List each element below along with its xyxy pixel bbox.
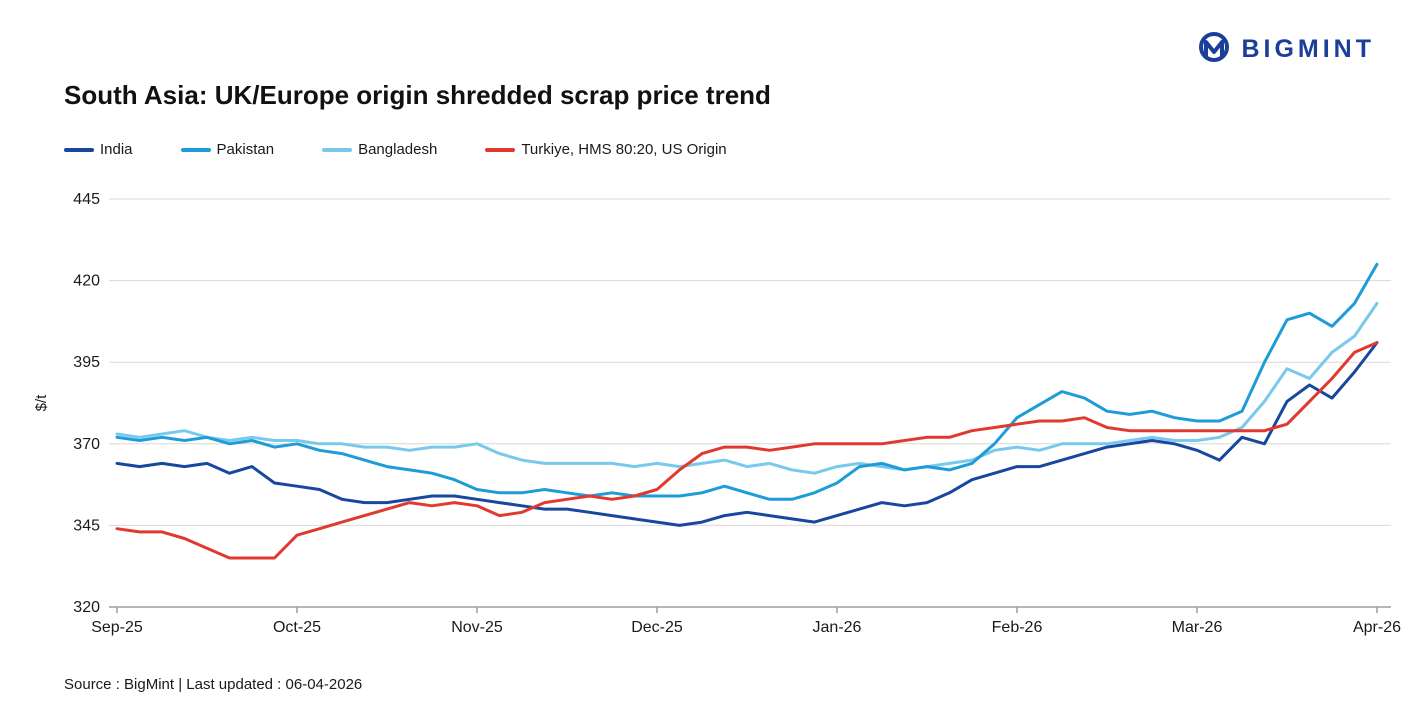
series-line-turkiye-hms-us-origin <box>115 341 1379 560</box>
x-tick-label: Feb-26 <box>992 619 1043 636</box>
legend-item-india: India <box>64 141 133 158</box>
source-note: Source : BigMint | Last updated : 06-04-… <box>64 676 363 693</box>
legend-item-bangladesh: Bangladesh <box>322 141 437 158</box>
series-line-pakistan <box>115 262 1379 501</box>
legend-label-turkiye: Turkiye, HMS 80:20, US Origin <box>521 141 727 158</box>
legend-label-pakistan: Pakistan <box>216 141 275 158</box>
x-tick-label: Mar-26 <box>1172 619 1223 636</box>
legend-swatch-turkiye <box>485 147 516 152</box>
y-tick-label: 420 <box>73 273 100 290</box>
legend-label-bangladesh: Bangladesh <box>358 141 438 158</box>
x-tick-label: Sep-25 <box>91 619 143 636</box>
legend-item-turkiye: Turkiye, HMS 80:20, US Origin <box>485 141 727 158</box>
y-tick-label: 445 <box>73 191 100 208</box>
legend-swatch-india <box>64 147 94 152</box>
brand-name: BIGMINT <box>1241 34 1375 63</box>
x-tick-label: Jan-26 <box>813 619 862 636</box>
legend-item-pakistan: Pakistan <box>180 141 275 158</box>
x-tick-label: Nov-25 <box>451 619 503 636</box>
legend-swatch-bangladesh <box>322 147 353 152</box>
y-tick-label: 395 <box>73 354 100 371</box>
legend-label-india: India <box>100 141 133 158</box>
series-line-bangladesh <box>115 301 1379 475</box>
page-title: South Asia: UK/Europe origin shredded sc… <box>64 80 771 110</box>
chart-svg: 320 345 370 395 420 445 Sep-25 Oct-25 Nov-25 Dec-… <box>33 191 1401 636</box>
y-tick-label: 370 <box>73 436 100 453</box>
x-tick-label: Apr-26 <box>1353 619 1401 636</box>
legend-swatch-pakistan <box>180 147 211 152</box>
bigmint-logo-icon <box>1199 32 1230 62</box>
y-axis-label: $/t <box>33 394 50 412</box>
y-tick-label: 345 <box>73 517 100 534</box>
chart-legend: India Pakistan Bangladesh Turkiye, HMS 8… <box>64 141 727 158</box>
y-tick-label: 320 <box>73 599 100 616</box>
x-tick-label: Dec-25 <box>631 619 683 636</box>
chart-area: 320 345 370 395 420 445 Sep-25 Oct-25 Nov-25 Dec-… <box>0 170 1417 640</box>
bigmint-logo: BIGMINT <box>1195 30 1375 68</box>
x-tick-label: Oct-25 <box>273 619 321 636</box>
series-line-india <box>115 341 1379 527</box>
